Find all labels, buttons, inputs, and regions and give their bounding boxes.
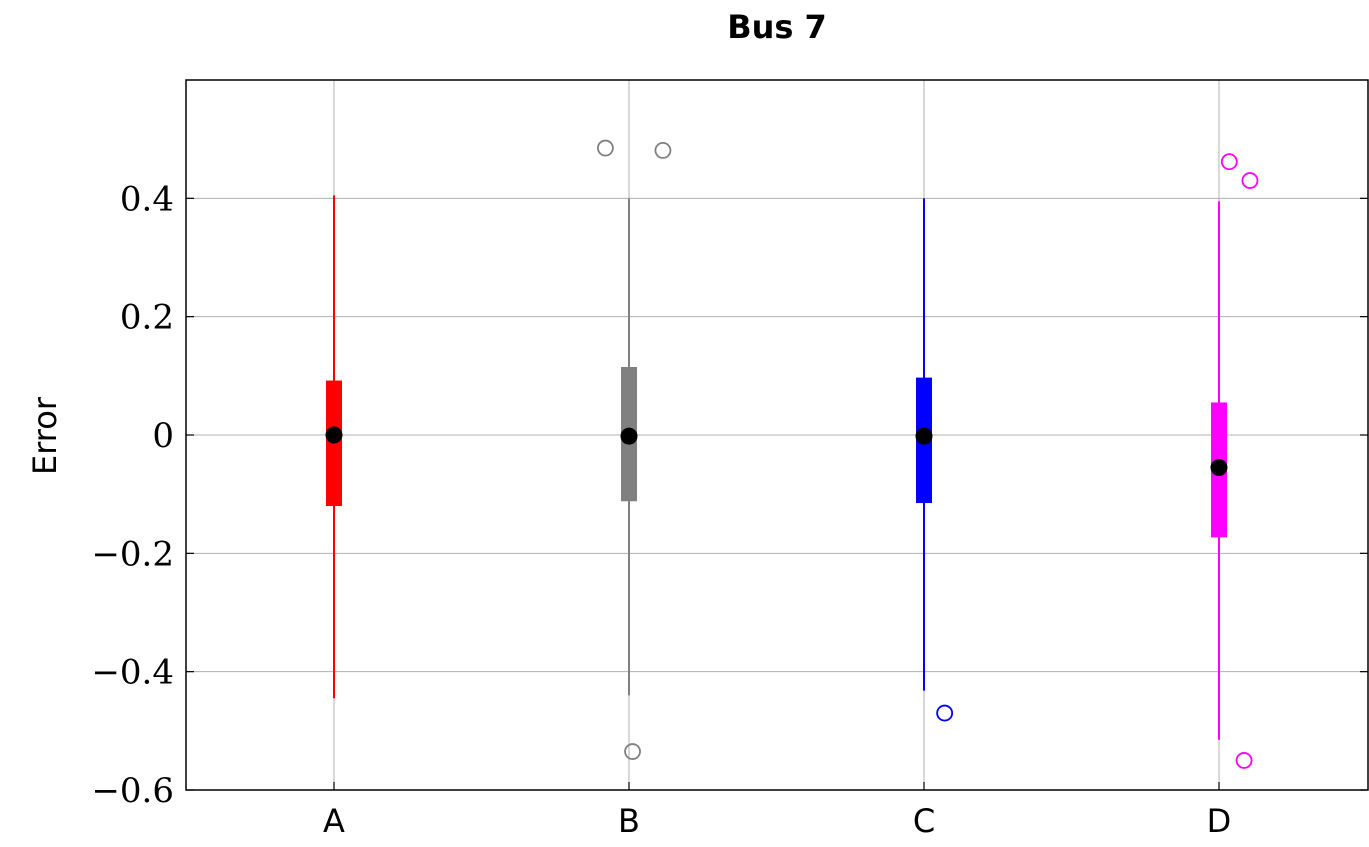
x-tick-label: A — [323, 802, 345, 840]
y-tick-label: −0.6 — [91, 771, 174, 811]
x-tick-label: B — [618, 802, 640, 840]
box-d — [1210, 153, 1259, 769]
box-b — [597, 139, 672, 760]
outlier-point — [654, 142, 672, 159]
y-tick-label: 0.2 — [120, 298, 174, 338]
outlier-point — [1235, 752, 1253, 769]
box-c — [915, 198, 954, 722]
grid-lines — [186, 80, 1368, 791]
median-marker — [325, 426, 343, 444]
outlier-point — [936, 704, 954, 722]
y-tick-label: 0.4 — [120, 179, 174, 219]
outlier-point — [597, 139, 614, 157]
median-marker — [915, 427, 933, 445]
median-marker — [620, 427, 638, 445]
median-marker — [1210, 459, 1228, 477]
outlier-point — [1241, 172, 1259, 189]
y-tick-label: 0 — [152, 416, 174, 456]
y-axis-label: Error — [26, 396, 64, 475]
x-tick-label: C — [913, 802, 935, 840]
chart-title: Bus 7 — [727, 8, 827, 46]
box-a — [325, 195, 343, 699]
outlier-point — [1220, 153, 1238, 171]
y-tick-label: −0.4 — [91, 653, 174, 693]
y-tick-label: −0.2 — [91, 534, 174, 574]
box-series — [325, 139, 1259, 769]
outlier-point — [624, 743, 641, 760]
axis-ticks: −0.6 −0.4 −0.2 0 0.2 0.4 A B C D — [91, 179, 1368, 840]
x-tick-label: D — [1207, 802, 1232, 840]
